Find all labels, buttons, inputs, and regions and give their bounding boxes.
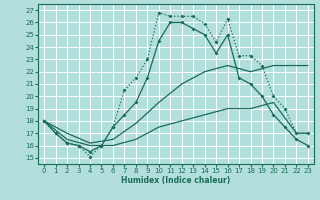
X-axis label: Humidex (Indice chaleur): Humidex (Indice chaleur) (121, 176, 231, 185)
